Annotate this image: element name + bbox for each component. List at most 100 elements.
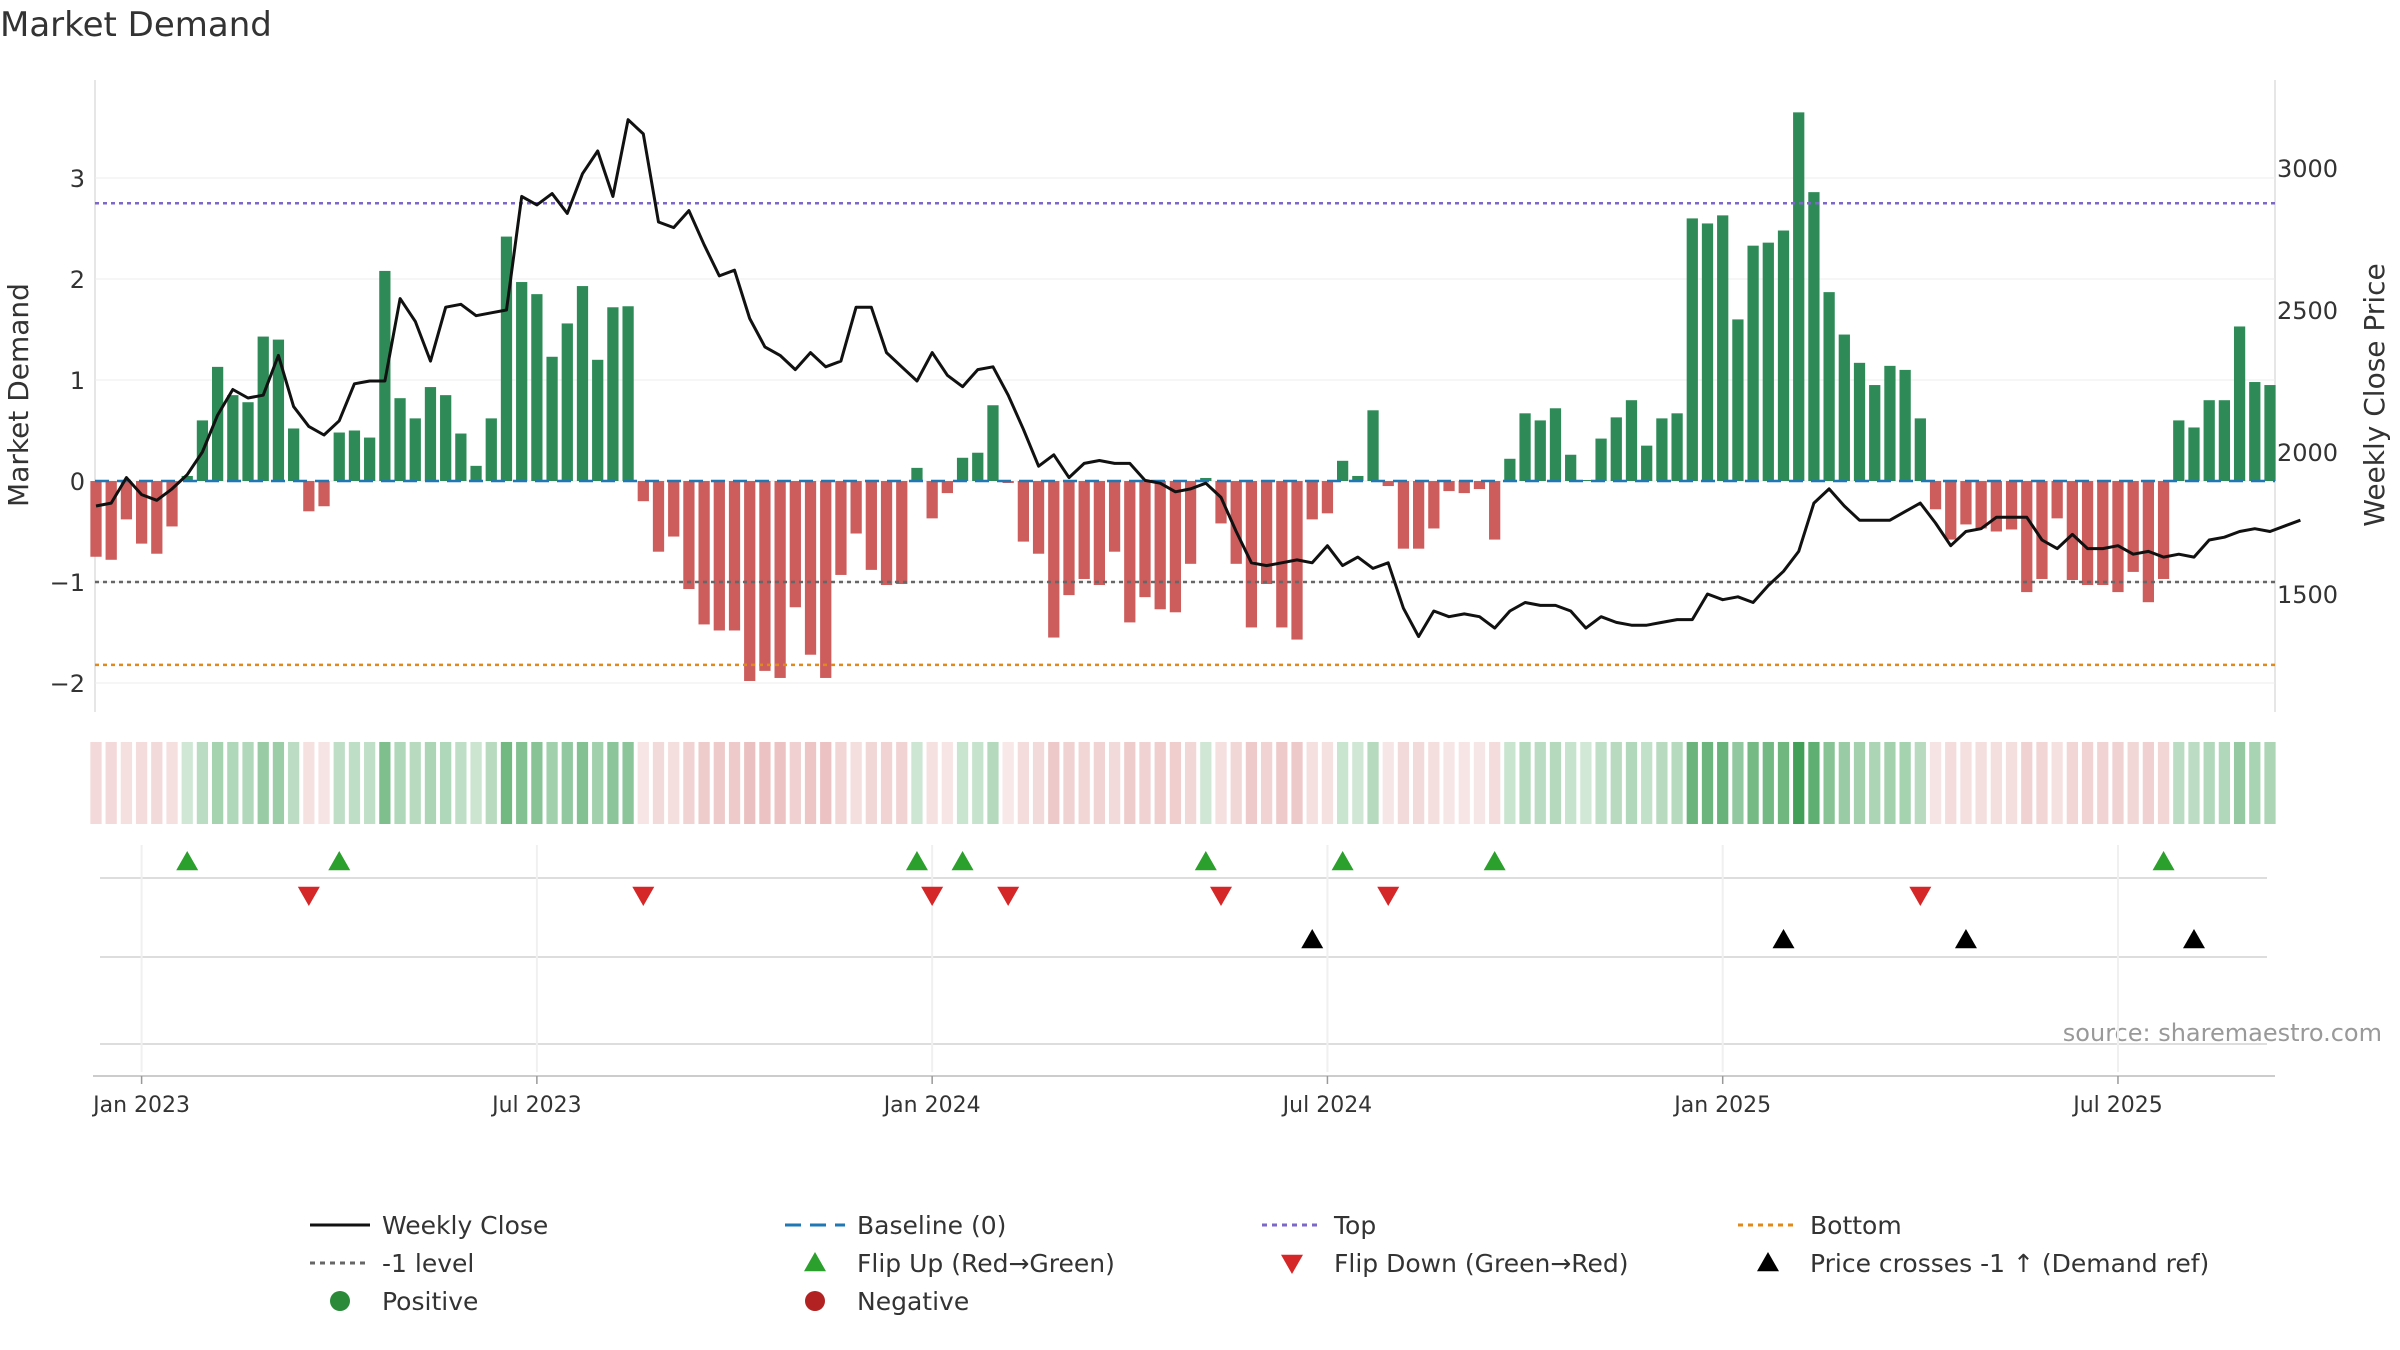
demand-bar [987, 405, 999, 481]
demand-bar [1215, 481, 1227, 524]
demand-bar [211, 366, 224, 481]
demand-bar [1154, 481, 1166, 610]
left-tick-label: 2 [70, 266, 85, 294]
heat-cell [1397, 742, 1410, 824]
demand-bar [1717, 215, 1729, 481]
heat-cell [896, 742, 908, 824]
demand-bar [2203, 400, 2215, 481]
heat-cell [804, 742, 817, 824]
heat-cell [1838, 742, 1850, 824]
heat-cell [668, 742, 680, 824]
demand-bar [1899, 369, 1911, 481]
demand-bar [1519, 413, 1531, 481]
heat-cell [607, 742, 619, 824]
demand-bar [1337, 460, 1349, 481]
demand-bar [227, 395, 239, 481]
right-tick-label: 1500 [2277, 581, 2338, 609]
heat-cell [1321, 742, 1334, 824]
heat-cell [1793, 742, 1805, 824]
demand-bar [1382, 481, 1394, 487]
legend-label: Flip Up (Red→Green) [857, 1249, 1115, 1278]
heat-cell [1306, 742, 1318, 824]
flip-up-marker [2152, 851, 2175, 871]
demand-bar [1975, 481, 1987, 529]
demand-bar [485, 418, 497, 481]
demand-bar [105, 481, 117, 560]
heat-cell [1732, 742, 1744, 824]
demand-bar [1443, 481, 1455, 492]
heat-cell [880, 742, 893, 824]
demand-bar [1656, 418, 1668, 481]
heat-cell [1260, 742, 1273, 824]
demand-bar [1793, 112, 1805, 481]
heat-cell [1382, 742, 1394, 824]
flip-down-marker [997, 886, 1020, 906]
heat-cell [1549, 742, 1562, 824]
demand-bar [637, 481, 649, 502]
left-tick-label: −1 [50, 569, 85, 597]
heat-cell [333, 742, 345, 824]
heat-cell [272, 742, 285, 824]
heat-cell [1473, 742, 1486, 824]
heat-cell [759, 742, 771, 824]
heat-cell [2051, 742, 2063, 824]
demand-bar [181, 475, 193, 481]
heat-cell [713, 742, 725, 824]
demand-bar [1458, 481, 1470, 494]
demand-bar [303, 481, 315, 512]
right-tick-label: 2500 [2277, 297, 2338, 325]
demand-bar [683, 481, 695, 590]
demand-bar [713, 481, 725, 631]
demand-bar [1625, 400, 1638, 481]
demand-bar [1808, 192, 1820, 481]
demand-bar [1367, 410, 1379, 481]
x-tick-label: Jan 2025 [1672, 1093, 1771, 1118]
demand-bar [1504, 458, 1516, 481]
price-cross-marker [1301, 929, 1324, 949]
demand-bar [865, 481, 877, 570]
flip-down-marker [921, 886, 944, 906]
demand-bar [1534, 420, 1546, 481]
demand-bar [652, 481, 665, 552]
legend-label: Price crosses -1 ↑ (Demand ref) [1810, 1249, 2209, 1278]
heat-cell [379, 742, 391, 824]
demand-bar [1428, 481, 1440, 529]
demand-bar [1869, 385, 1881, 481]
price-line [95, 118, 2301, 639]
flip-up-marker [328, 851, 351, 871]
heat-cell [288, 742, 300, 824]
legend-label: Positive [382, 1287, 478, 1316]
heat-cell [1671, 742, 1683, 824]
demand-bar [607, 307, 619, 481]
demand-bar [2097, 481, 2109, 586]
heat-cell [789, 742, 801, 824]
heat-cell [2005, 742, 2018, 824]
heat-cell [1276, 742, 1288, 824]
legend-label: Negative [857, 1287, 969, 1316]
demand-bar [1200, 477, 1212, 481]
demand-bar [1641, 445, 1653, 481]
flip-up-marker [951, 851, 974, 871]
demand-bar [896, 481, 908, 585]
left-tick-label: −2 [50, 670, 85, 698]
heat-cell [485, 742, 497, 824]
demand-bar [2066, 481, 2078, 580]
demand-bar [2021, 481, 2033, 593]
legend-swatch [1757, 1252, 1779, 1272]
heat-cell [151, 742, 163, 824]
heat-cell [1184, 742, 1197, 824]
demand-bar [151, 481, 163, 554]
heat-cell [424, 742, 437, 824]
demand-bar [2112, 481, 2124, 593]
x-tick-label: Jan 2024 [882, 1093, 981, 1118]
heat-cell [2021, 742, 2033, 824]
heat-cell [1413, 742, 1425, 824]
heat-cell [1489, 742, 1501, 824]
demand-bar [333, 432, 345, 481]
heat-cell [1154, 742, 1166, 824]
left-tick-label: 3 [70, 165, 85, 193]
heat-cell [2249, 742, 2261, 824]
heat-cell [1458, 742, 1470, 824]
heat-cell [531, 742, 543, 824]
